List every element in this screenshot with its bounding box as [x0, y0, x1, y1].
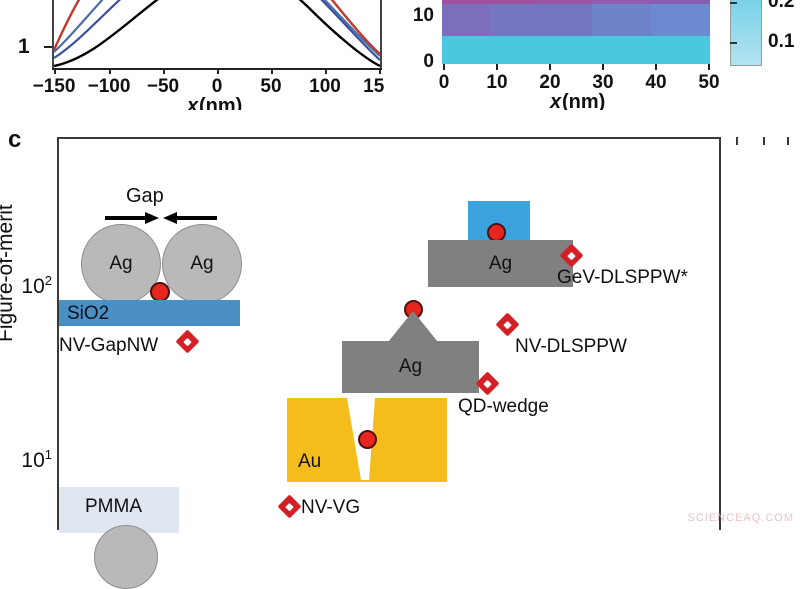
- panel-b-xtick-label: 30: [592, 72, 614, 93]
- ag-nanowire-left: Ag: [81, 224, 161, 304]
- panel-b-xtick: [602, 64, 604, 70]
- au-vgroove-shape: [287, 398, 447, 482]
- panel-a-lineplot: 1 −150 −100 −50 0 50 100 150 x (nm): [0, 0, 385, 110]
- data-marker-nv-vg[interactable]: [277, 494, 302, 519]
- panel-a-xtick: [217, 68, 219, 74]
- y-label-exponent: 1: [44, 447, 52, 462]
- panel-b-xaxis-title-symbol: x: [550, 91, 562, 110]
- material-label-sio2: SiO2: [67, 303, 110, 324]
- ag-film: Ag: [342, 341, 479, 393]
- y-label-exponent: 2: [44, 273, 52, 288]
- panel-a-xtick-label: 150: [363, 76, 385, 97]
- heatmap-image: [442, 0, 710, 64]
- panel-c-figure-of-merit-chart: c Figure-of-merit 102 101 Ag: [0, 112, 800, 589]
- panel-b-xtick-label: 10: [486, 72, 508, 93]
- panel-a-xtick: [271, 68, 273, 74]
- ag-nanoparticle: [94, 525, 158, 589]
- material-label-ag: Ag: [109, 253, 133, 274]
- panel-b-xtick: [443, 64, 445, 70]
- panel-b-xtick-label: 40: [645, 72, 667, 93]
- data-label-nv-dlsppw: NV-DLSPPW: [515, 336, 627, 357]
- plot-area: Ag GeV-DLSPPW* Ag NV-DLSPPW QD-wedge Gap: [57, 137, 721, 589]
- panel-b-xtick-label: 0: [438, 72, 450, 93]
- heatmap-band-top: [442, 0, 710, 4]
- data-marker-qd-wedge[interactable]: [475, 371, 500, 396]
- material-label-ag: Ag: [398, 356, 423, 377]
- ag-film: Ag: [428, 240, 573, 287]
- heatmap-band-middle: [442, 4, 710, 36]
- material-label-ag: Ag: [190, 253, 214, 274]
- emitter-dot: [150, 282, 170, 302]
- y-label-mantissa: 10: [21, 275, 45, 298]
- data-label-gev-dlsppw: GeV-DLSPPW*: [557, 267, 688, 288]
- y-label-mantissa: 10: [21, 449, 45, 472]
- panel-a-xtick-label: 0: [211, 76, 223, 97]
- data-label-nv-gapnw: NV-GapNW: [59, 335, 159, 356]
- watermark: SCIENCEAQ.COM: [687, 512, 794, 524]
- panel-a-xtick: [109, 68, 111, 74]
- panel-a-xtick: [325, 68, 327, 74]
- panel-b-xtick: [549, 64, 551, 70]
- x-minor-tick: [787, 137, 789, 145]
- panel-a-right-axis: [380, 0, 382, 70]
- colorbar: [730, 0, 762, 66]
- data-label-qd-wedge: QD-wedge: [458, 396, 549, 417]
- heatmap-band-bottom: [442, 36, 710, 64]
- panel-a-xtick: [379, 68, 381, 74]
- panel-c-letter: c: [8, 126, 22, 153]
- panel-a-curves: [52, 0, 381, 68]
- x-minor-tick: [736, 137, 738, 145]
- material-label-ag: Ag: [488, 252, 513, 274]
- data-marker-nv-dlsppw[interactable]: [495, 312, 520, 337]
- panel-b-xtick: [708, 64, 710, 70]
- gap-annotation-label: Gap: [126, 185, 164, 207]
- colorbar-label-0.2: 0.2: [768, 0, 795, 12]
- panel-a-xaxis-title-unit: (nm): [199, 95, 243, 110]
- material-label-au: Au: [298, 451, 322, 472]
- colorbar-tick: [730, 2, 737, 4]
- ag-nanowire-right: Ag: [162, 224, 242, 304]
- panel-a-xtick-label: −150: [32, 76, 76, 97]
- gap-arrows-icon: [105, 212, 217, 224]
- panel-b-heatmap: 10 0 0 10 20 30 40 50 x (nm) 0.2 0.1: [400, 0, 800, 110]
- colorbar-tick: [730, 42, 737, 44]
- panel-a-xtick-label: −50: [146, 76, 180, 97]
- panel-a-ytick-1: [44, 46, 52, 48]
- data-marker-nv-gapnw[interactable]: [175, 329, 200, 354]
- panel-a-xtick-label: 50: [260, 76, 282, 97]
- panel-b-xtick: [496, 64, 498, 70]
- panel-b-xtick-label: 50: [698, 72, 720, 93]
- panel-b-ytick-label-10: 10: [412, 5, 434, 26]
- material-label-pmma: PMMA: [85, 496, 142, 517]
- panel-b-xtick-label: 20: [539, 72, 561, 93]
- panel-a-left-axis: [52, 0, 54, 70]
- panel-a-xtick: [163, 68, 165, 74]
- panel-b-xaxis-title-unit: (nm): [562, 91, 606, 110]
- panel-a-xtick-label: 100: [309, 76, 341, 97]
- emitter-dot: [358, 430, 377, 449]
- x-minor-tick: [763, 137, 765, 145]
- sio2-substrate: SiO2: [59, 300, 240, 326]
- colorbar-label-0.1: 0.1: [768, 31, 795, 52]
- panel-b-ytick-label-0: 0: [423, 51, 434, 72]
- panel-a-xtick-label: −100: [87, 76, 131, 97]
- panel-a-ytick-label-1: 1: [18, 35, 30, 58]
- y-axis-label-100: 102: [4, 273, 52, 299]
- y-axis-label-10: 101: [4, 447, 52, 473]
- panel-b-xtick: [655, 64, 657, 70]
- data-label-nv-vg: NV-VG: [301, 497, 361, 518]
- panel-a-xaxis-title-symbol: x: [187, 95, 199, 110]
- panel-a-xtick: [54, 68, 56, 74]
